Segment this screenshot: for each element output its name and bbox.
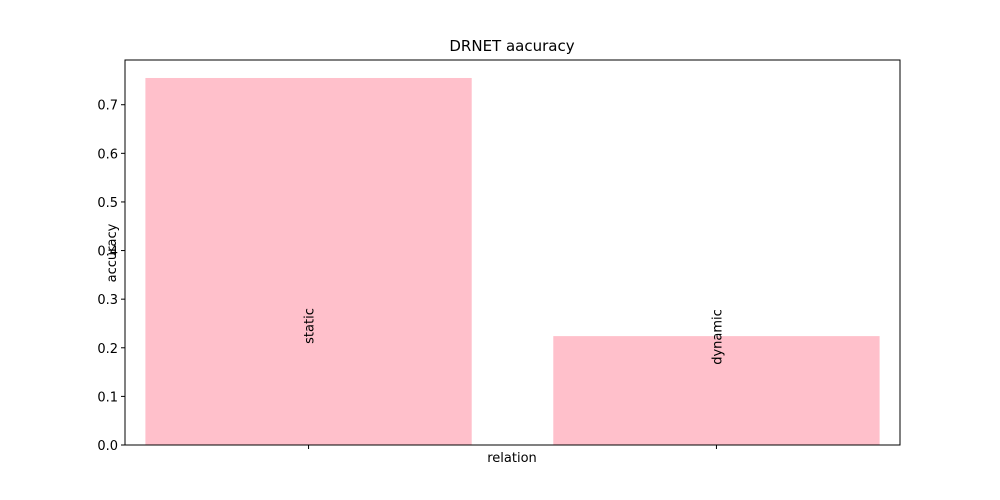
- y-tick-label: 0.7: [97, 99, 118, 114]
- y-tick-label: 0.1: [97, 390, 118, 405]
- plot-frame: [124, 59, 901, 446]
- y-tick-label: 0.5: [97, 196, 118, 211]
- bar-label-static: static: [303, 308, 318, 344]
- x-axis-ticks: [308, 445, 717, 449]
- y-axis-label: accuracy: [105, 223, 120, 282]
- y-tick-label: 0.2: [97, 342, 118, 357]
- bar-label-dynamic: dynamic: [710, 309, 725, 365]
- y-tick-label: 0.0: [97, 439, 118, 454]
- y-tick-label: 0.6: [97, 147, 118, 162]
- x-axis-label: relation: [487, 451, 537, 466]
- y-tick-label: 0.3: [97, 293, 118, 308]
- bar-static: [145, 77, 472, 445]
- y-tick-label: 0.4: [97, 245, 118, 260]
- bar-dynamic: [553, 336, 880, 445]
- chart-title: DRNET aacuracy: [449, 37, 574, 55]
- y-axis-ticks: 0.0 0.1 0.2 0.3 0.4 0.5 0.6 0.7: [97, 99, 125, 454]
- bars: static dynamic: [145, 77, 880, 445]
